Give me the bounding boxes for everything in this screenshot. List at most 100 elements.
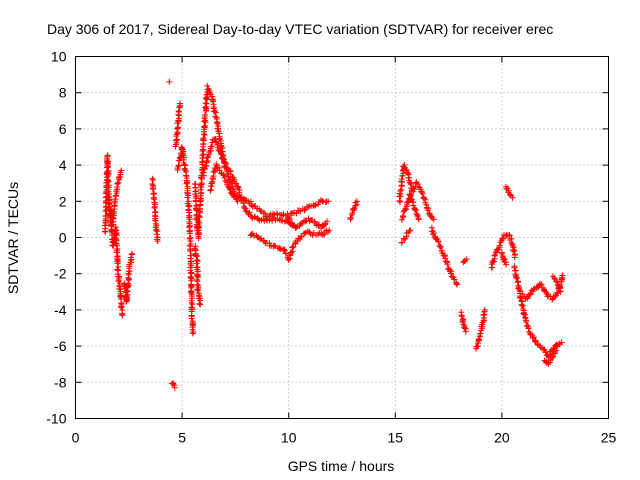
data-point [119,312,126,319]
data-point [511,264,518,271]
data-point [195,217,202,224]
data-point [555,284,562,291]
data-point [436,242,443,249]
data-point [447,270,454,277]
data-point [407,180,414,187]
data-point [175,108,182,115]
data-point [347,214,354,221]
data-point [222,159,229,166]
data-point [490,258,497,265]
data-point [295,235,302,242]
data-point [193,253,200,260]
data-point [407,227,414,234]
data-point [107,207,114,214]
x-tick-label: 0 [72,430,80,446]
data-point [285,256,292,263]
data-point [514,279,521,286]
x-tick-label: 5 [178,430,186,446]
y-tick-label: -8 [54,374,67,390]
data-point [409,196,416,203]
data-point [248,202,255,209]
data-point [499,235,506,242]
data-point [150,177,157,184]
data-point [324,218,331,225]
data-point [500,255,507,262]
data-point [175,163,182,170]
data-point [153,227,160,234]
data-point [461,325,468,332]
data-point [213,119,220,126]
data-point [549,354,556,361]
data-point [166,78,173,85]
data-point [188,283,195,290]
data-point [184,179,191,186]
grid-layer [75,56,609,419]
data-point [399,172,406,179]
data-point [518,301,525,308]
data-point [444,261,451,268]
data-point [188,270,195,277]
data-point [297,221,304,228]
y-tick-label: 0 [59,230,67,246]
data-point [509,194,516,201]
data-point [261,210,268,217]
data-point [302,218,309,225]
data-point [174,136,181,143]
data-point [195,233,202,240]
data-point [460,321,467,328]
data-point [184,194,191,201]
data-point [530,334,537,341]
data-point [234,198,241,205]
data-point [189,305,196,312]
data-point [183,180,190,187]
data-point [105,163,112,170]
data-point [149,185,156,192]
x-tick-label: 15 [388,430,404,446]
data-point [410,202,417,209]
data-point [463,256,470,263]
data-point [203,100,210,107]
data-point [118,167,125,174]
data-point [415,216,422,223]
data-point [286,252,293,259]
data-point [419,190,426,197]
data-point [525,325,532,332]
data-point [190,328,197,335]
y-tick-label: -10 [46,411,66,427]
data-point [437,244,444,251]
data-point [200,135,207,142]
data-point [496,242,503,249]
data-point [128,250,135,257]
data-point [351,205,358,212]
data-point [451,276,458,283]
data-point [197,301,204,308]
data-point [202,122,209,129]
data-point [462,328,469,335]
data-point [424,207,431,214]
data-point [520,311,527,318]
data-point [515,286,522,293]
data-point [430,230,437,237]
data-point [204,82,211,89]
data-point [553,343,560,350]
data-point [223,160,230,167]
data-point [281,246,288,253]
data-point [273,210,280,217]
chart-title: Day 306 of 2017, Sidereal Day-to-day VTE… [47,21,553,37]
data-point [220,172,227,179]
data-point [113,249,120,256]
data-point [151,203,158,210]
data-point [326,227,333,234]
data-point [523,319,530,326]
data-point [251,214,258,221]
data-point [513,274,520,281]
data-point [481,306,488,313]
data-point [553,289,560,296]
data-point [296,207,303,214]
data-point [186,203,193,210]
data-point [170,381,177,388]
data-point [283,250,290,257]
data-point [173,133,180,140]
data-point [512,273,519,280]
